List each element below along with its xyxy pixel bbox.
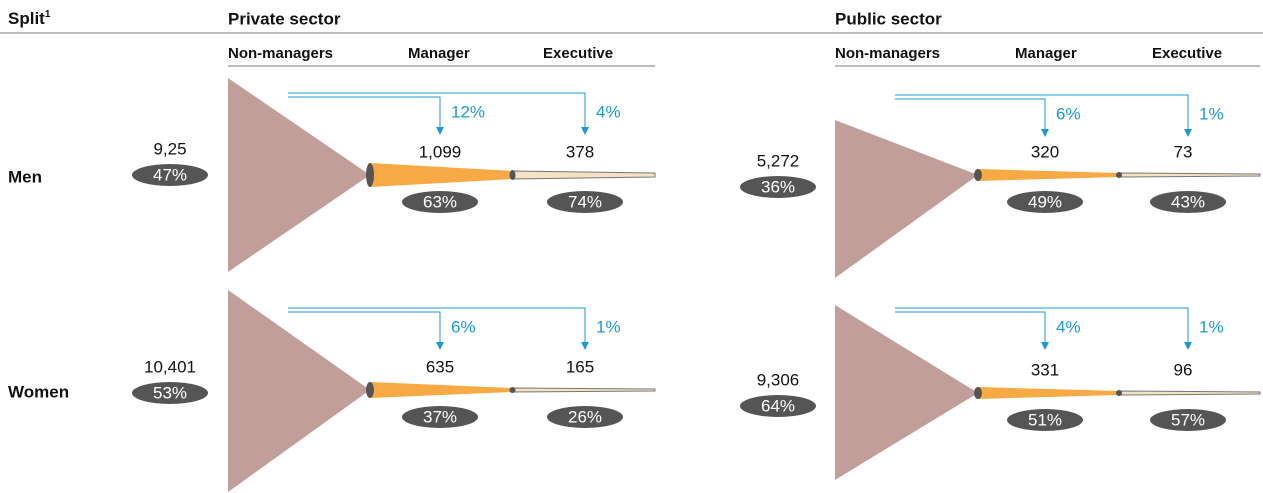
- rate-connector: [288, 96, 441, 131]
- rate-connector: [895, 307, 1189, 346]
- rate-connector: [288, 311, 441, 346]
- manager-count: 635: [426, 357, 454, 376]
- non-manager-funnel: [228, 290, 370, 492]
- manager-share-pill: [402, 406, 478, 428]
- manager-rate: 12%: [451, 102, 485, 121]
- executive-funnel: [1118, 172, 1261, 178]
- executive-share-pill: [547, 191, 623, 213]
- executive-share: 74%: [568, 192, 602, 211]
- manager-share-pill: [402, 191, 478, 213]
- funnel-joint: [509, 170, 516, 180]
- total-count: 5,272: [757, 151, 800, 170]
- manager-count: 331: [1031, 360, 1059, 379]
- rate-connector: [288, 307, 586, 346]
- manager-rate: 6%: [451, 317, 476, 336]
- total-share-pill: [740, 176, 816, 198]
- total-count: 9,306: [757, 370, 800, 389]
- executive-rate: 1%: [1199, 317, 1224, 336]
- column-head: Executive: [1152, 45, 1222, 62]
- executive-share-pill: [1150, 191, 1226, 213]
- non-manager-funnel: [228, 78, 370, 272]
- total-share-pill: [740, 395, 816, 417]
- total-share: 36%: [761, 177, 795, 196]
- manager-funnel: [370, 163, 513, 187]
- executive-funnel: [512, 387, 656, 393]
- total-share-pill: [132, 382, 208, 404]
- split-title: Split1: [8, 9, 51, 29]
- manager-share: 37%: [423, 407, 457, 426]
- funnel-joint: [366, 163, 374, 187]
- executive-count: 165: [566, 357, 594, 376]
- executive-rate: 4%: [596, 102, 621, 121]
- arrow-head: [436, 342, 444, 350]
- arrow-head: [581, 127, 589, 135]
- total-share: 64%: [761, 396, 795, 415]
- executive-count: 96: [1174, 360, 1193, 379]
- column-head: Non-managers: [228, 45, 333, 62]
- non-manager-funnel: [835, 120, 978, 278]
- column-head: Manager: [408, 45, 470, 62]
- funnel-joint: [366, 382, 374, 398]
- rate-connector: [895, 311, 1046, 346]
- funnel-joint: [509, 387, 516, 393]
- manager-funnel: [978, 387, 1119, 399]
- arrow-head: [1184, 342, 1192, 350]
- executive-share: 57%: [1171, 410, 1205, 429]
- funnel-joint: [1116, 172, 1122, 178]
- manager-share: 63%: [423, 192, 457, 211]
- total-share: 53%: [153, 383, 187, 402]
- arrow-head: [436, 127, 444, 135]
- manager-count: 1,099: [419, 142, 462, 161]
- public-title: Public sector: [835, 9, 942, 28]
- executive-share-pill: [1150, 409, 1226, 431]
- manager-funnel: [978, 169, 1119, 181]
- executive-rate: 1%: [596, 317, 621, 336]
- manager-rate: 4%: [1056, 317, 1081, 336]
- rate-connector: [288, 92, 586, 131]
- executive-share: 43%: [1171, 192, 1205, 211]
- executive-count: 378: [566, 142, 594, 161]
- total-count: 10,401: [144, 357, 196, 376]
- total-share-pill: [132, 164, 208, 186]
- arrow-head: [1184, 129, 1192, 137]
- row-label: Women: [8, 382, 69, 401]
- executive-funnel: [512, 170, 656, 180]
- manager-share: 51%: [1028, 410, 1062, 429]
- arrow-head: [581, 342, 589, 350]
- executive-share-pill: [547, 406, 623, 428]
- executive-rate: 1%: [1199, 104, 1224, 123]
- private-title: Private sector: [228, 9, 341, 28]
- manager-count: 320: [1031, 142, 1059, 161]
- column-head: Non-managers: [835, 45, 940, 62]
- rate-connector: [895, 94, 1189, 133]
- non-manager-funnel: [835, 305, 978, 480]
- funnel-joint: [1116, 390, 1122, 396]
- column-head: Manager: [1015, 45, 1077, 62]
- column-head: Executive: [543, 45, 613, 62]
- total-count: 9,25: [153, 139, 186, 158]
- executive-funnel: [1118, 390, 1261, 396]
- funnel-joint: [974, 169, 982, 181]
- arrow-head: [1041, 342, 1049, 350]
- manager-share: 49%: [1028, 192, 1062, 211]
- arrow-head: [1041, 129, 1049, 137]
- executive-share: 26%: [568, 407, 602, 426]
- manager-funnel: [370, 382, 513, 398]
- executive-count: 73: [1174, 142, 1193, 161]
- row-label: Men: [8, 167, 42, 186]
- manager-share-pill: [1007, 191, 1083, 213]
- rate-connector: [895, 98, 1046, 133]
- funnel-joint: [974, 387, 982, 399]
- total-share: 47%: [153, 165, 187, 184]
- manager-rate: 6%: [1056, 104, 1081, 123]
- manager-share-pill: [1007, 409, 1083, 431]
